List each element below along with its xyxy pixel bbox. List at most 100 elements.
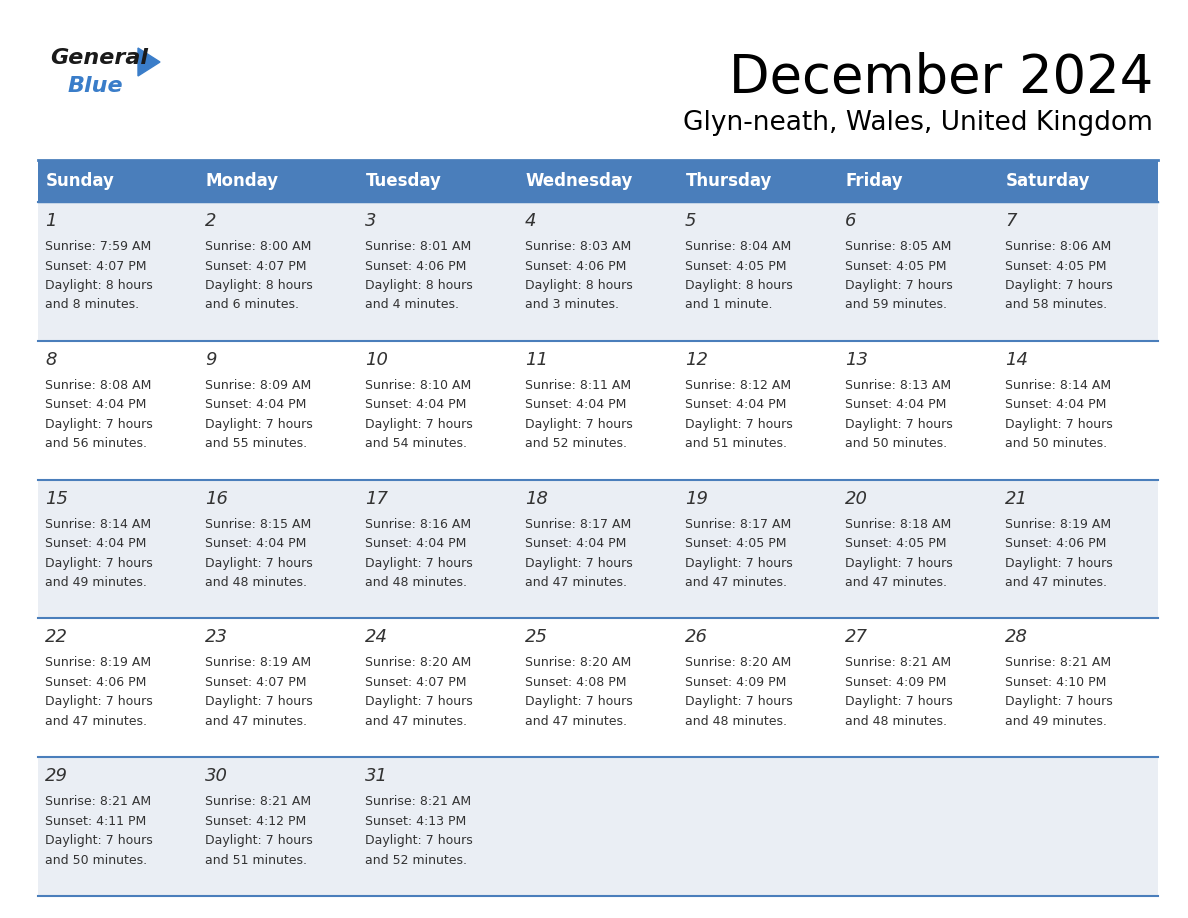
Text: 3: 3 (365, 212, 377, 230)
Text: General: General (50, 48, 148, 68)
Bar (358, 160, 518, 202)
Bar (198, 160, 358, 202)
Text: Daylight: 7 hours: Daylight: 7 hours (525, 418, 633, 431)
Text: Daylight: 7 hours: Daylight: 7 hours (845, 279, 953, 292)
Text: and 48 minutes.: and 48 minutes. (206, 577, 307, 589)
Text: Sunrise: 8:15 AM: Sunrise: 8:15 AM (206, 518, 311, 531)
Text: 15: 15 (45, 489, 68, 508)
Text: and 51 minutes.: and 51 minutes. (685, 437, 786, 451)
Text: Sunrise: 8:21 AM: Sunrise: 8:21 AM (365, 795, 472, 808)
Text: Sunrise: 8:09 AM: Sunrise: 8:09 AM (206, 379, 311, 392)
Text: and 47 minutes.: and 47 minutes. (525, 577, 627, 589)
Text: Daylight: 8 hours: Daylight: 8 hours (365, 279, 473, 292)
Text: 4: 4 (525, 212, 537, 230)
Text: Sunset: 4:04 PM: Sunset: 4:04 PM (206, 398, 307, 411)
Text: Sunrise: 8:21 AM: Sunrise: 8:21 AM (845, 656, 952, 669)
Text: and 47 minutes.: and 47 minutes. (845, 577, 947, 589)
Text: and 47 minutes.: and 47 minutes. (365, 715, 467, 728)
Text: Saturday: Saturday (1006, 172, 1091, 190)
Text: and 8 minutes.: and 8 minutes. (45, 298, 139, 311)
Text: Daylight: 7 hours: Daylight: 7 hours (365, 556, 473, 569)
Text: and 59 minutes.: and 59 minutes. (845, 298, 947, 311)
Text: and 54 minutes.: and 54 minutes. (365, 437, 467, 451)
Text: 24: 24 (365, 629, 388, 646)
Text: and 56 minutes.: and 56 minutes. (45, 437, 147, 451)
Text: and 48 minutes.: and 48 minutes. (365, 577, 467, 589)
Text: Sunrise: 8:17 AM: Sunrise: 8:17 AM (685, 518, 791, 531)
Text: Sunrise: 8:14 AM: Sunrise: 8:14 AM (1005, 379, 1111, 392)
Text: and 50 minutes.: and 50 minutes. (45, 854, 147, 867)
Text: Sunday: Sunday (46, 172, 115, 190)
Text: Sunset: 4:04 PM: Sunset: 4:04 PM (525, 398, 626, 411)
Text: Sunset: 4:13 PM: Sunset: 4:13 PM (365, 814, 466, 828)
Text: 7: 7 (1005, 212, 1017, 230)
Text: Sunset: 4:11 PM: Sunset: 4:11 PM (45, 814, 146, 828)
Text: Sunset: 4:06 PM: Sunset: 4:06 PM (45, 676, 146, 688)
Text: Sunset: 4:07 PM: Sunset: 4:07 PM (45, 260, 146, 273)
Bar (518, 160, 678, 202)
Bar (38, 160, 198, 202)
Text: Sunrise: 8:06 AM: Sunrise: 8:06 AM (1005, 240, 1111, 253)
Text: and 51 minutes.: and 51 minutes. (206, 854, 307, 867)
Text: and 1 minute.: and 1 minute. (685, 298, 772, 311)
Text: Daylight: 7 hours: Daylight: 7 hours (1005, 279, 1113, 292)
Text: 25: 25 (525, 629, 548, 646)
Text: Sunset: 4:05 PM: Sunset: 4:05 PM (685, 260, 786, 273)
Text: Daylight: 7 hours: Daylight: 7 hours (206, 834, 312, 847)
Text: Sunrise: 8:20 AM: Sunrise: 8:20 AM (685, 656, 791, 669)
Text: Sunset: 4:05 PM: Sunset: 4:05 PM (845, 260, 947, 273)
Text: Daylight: 7 hours: Daylight: 7 hours (845, 696, 953, 709)
Text: and 48 minutes.: and 48 minutes. (685, 715, 786, 728)
Text: Daylight: 8 hours: Daylight: 8 hours (206, 279, 312, 292)
Text: Sunset: 4:04 PM: Sunset: 4:04 PM (1005, 398, 1106, 411)
Text: Daylight: 7 hours: Daylight: 7 hours (365, 834, 473, 847)
Text: Sunset: 4:07 PM: Sunset: 4:07 PM (206, 676, 307, 688)
Bar (38, 202, 1158, 341)
Text: Daylight: 8 hours: Daylight: 8 hours (45, 279, 153, 292)
Text: 13: 13 (845, 351, 868, 369)
Text: 11: 11 (525, 351, 548, 369)
Text: Daylight: 7 hours: Daylight: 7 hours (525, 696, 633, 709)
Text: Sunset: 4:05 PM: Sunset: 4:05 PM (685, 537, 786, 550)
Text: Glyn-neath, Wales, United Kingdom: Glyn-neath, Wales, United Kingdom (683, 110, 1154, 136)
Text: 14: 14 (1005, 351, 1028, 369)
Text: Sunset: 4:09 PM: Sunset: 4:09 PM (685, 676, 786, 688)
Text: 6: 6 (845, 212, 857, 230)
Text: and 48 minutes.: and 48 minutes. (845, 715, 947, 728)
Text: Daylight: 7 hours: Daylight: 7 hours (206, 556, 312, 569)
Text: Daylight: 7 hours: Daylight: 7 hours (845, 418, 953, 431)
Bar (38, 479, 1158, 619)
Text: Sunset: 4:06 PM: Sunset: 4:06 PM (525, 260, 626, 273)
Text: Daylight: 7 hours: Daylight: 7 hours (525, 556, 633, 569)
Text: Daylight: 7 hours: Daylight: 7 hours (45, 834, 153, 847)
Text: Sunrise: 8:11 AM: Sunrise: 8:11 AM (525, 379, 631, 392)
Text: Daylight: 7 hours: Daylight: 7 hours (45, 696, 153, 709)
Text: Sunset: 4:04 PM: Sunset: 4:04 PM (45, 537, 146, 550)
Text: 22: 22 (45, 629, 68, 646)
Bar (998, 160, 1158, 202)
Text: 23: 23 (206, 629, 228, 646)
Text: December 2024: December 2024 (728, 52, 1154, 104)
Bar (678, 160, 838, 202)
Text: Sunrise: 8:21 AM: Sunrise: 8:21 AM (206, 795, 311, 808)
Text: Daylight: 7 hours: Daylight: 7 hours (685, 556, 792, 569)
Text: 18: 18 (525, 489, 548, 508)
Text: Sunset: 4:04 PM: Sunset: 4:04 PM (845, 398, 947, 411)
Text: Sunrise: 7:59 AM: Sunrise: 7:59 AM (45, 240, 151, 253)
Text: Sunrise: 8:01 AM: Sunrise: 8:01 AM (365, 240, 472, 253)
Text: and 50 minutes.: and 50 minutes. (1005, 437, 1107, 451)
Text: Sunrise: 8:14 AM: Sunrise: 8:14 AM (45, 518, 151, 531)
Text: Daylight: 7 hours: Daylight: 7 hours (1005, 556, 1113, 569)
Text: Sunset: 4:08 PM: Sunset: 4:08 PM (525, 676, 626, 688)
Text: 21: 21 (1005, 489, 1028, 508)
Text: Friday: Friday (846, 172, 904, 190)
Text: 19: 19 (685, 489, 708, 508)
Text: Sunset: 4:04 PM: Sunset: 4:04 PM (365, 537, 467, 550)
Text: Sunset: 4:12 PM: Sunset: 4:12 PM (206, 814, 307, 828)
Text: and 52 minutes.: and 52 minutes. (525, 437, 627, 451)
Text: Daylight: 7 hours: Daylight: 7 hours (1005, 696, 1113, 709)
Text: Sunset: 4:05 PM: Sunset: 4:05 PM (1005, 260, 1106, 273)
Bar (38, 619, 1158, 757)
Text: 26: 26 (685, 629, 708, 646)
Text: Daylight: 7 hours: Daylight: 7 hours (365, 696, 473, 709)
